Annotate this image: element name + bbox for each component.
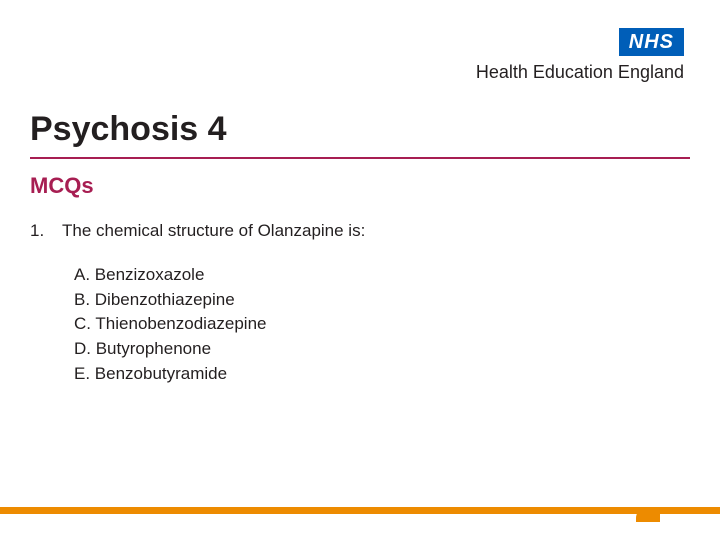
footer-bar [0,507,720,514]
subtitle: MCQs [30,173,690,199]
option-c: C. Thienobenzodiazepine [74,312,690,337]
option-a: A. Benzizoxazole [74,263,690,288]
nhs-logo-subtext: Health Education England [476,62,684,83]
option-e: E. Benzobutyramide [74,362,690,387]
footer-notch [636,508,660,522]
nhs-box: NHS [619,28,684,56]
options-list: A. Benzizoxazole B. Dibenzothiazepine C.… [30,263,690,386]
page-title: Psychosis 4 [30,110,690,159]
slide: NHS Health Education England Psychosis 4… [0,0,720,540]
option-d: D. Butyrophenone [74,337,690,362]
nhs-logo: NHS Health Education England [476,28,684,83]
question-row: 1. The chemical structure of Olanzapine … [30,221,690,241]
question-number: 1. [30,221,48,241]
content-area: Psychosis 4 MCQs 1. The chemical structu… [30,110,690,386]
question-stem: The chemical structure of Olanzapine is: [62,221,365,241]
option-b: B. Dibenzothiazepine [74,288,690,313]
